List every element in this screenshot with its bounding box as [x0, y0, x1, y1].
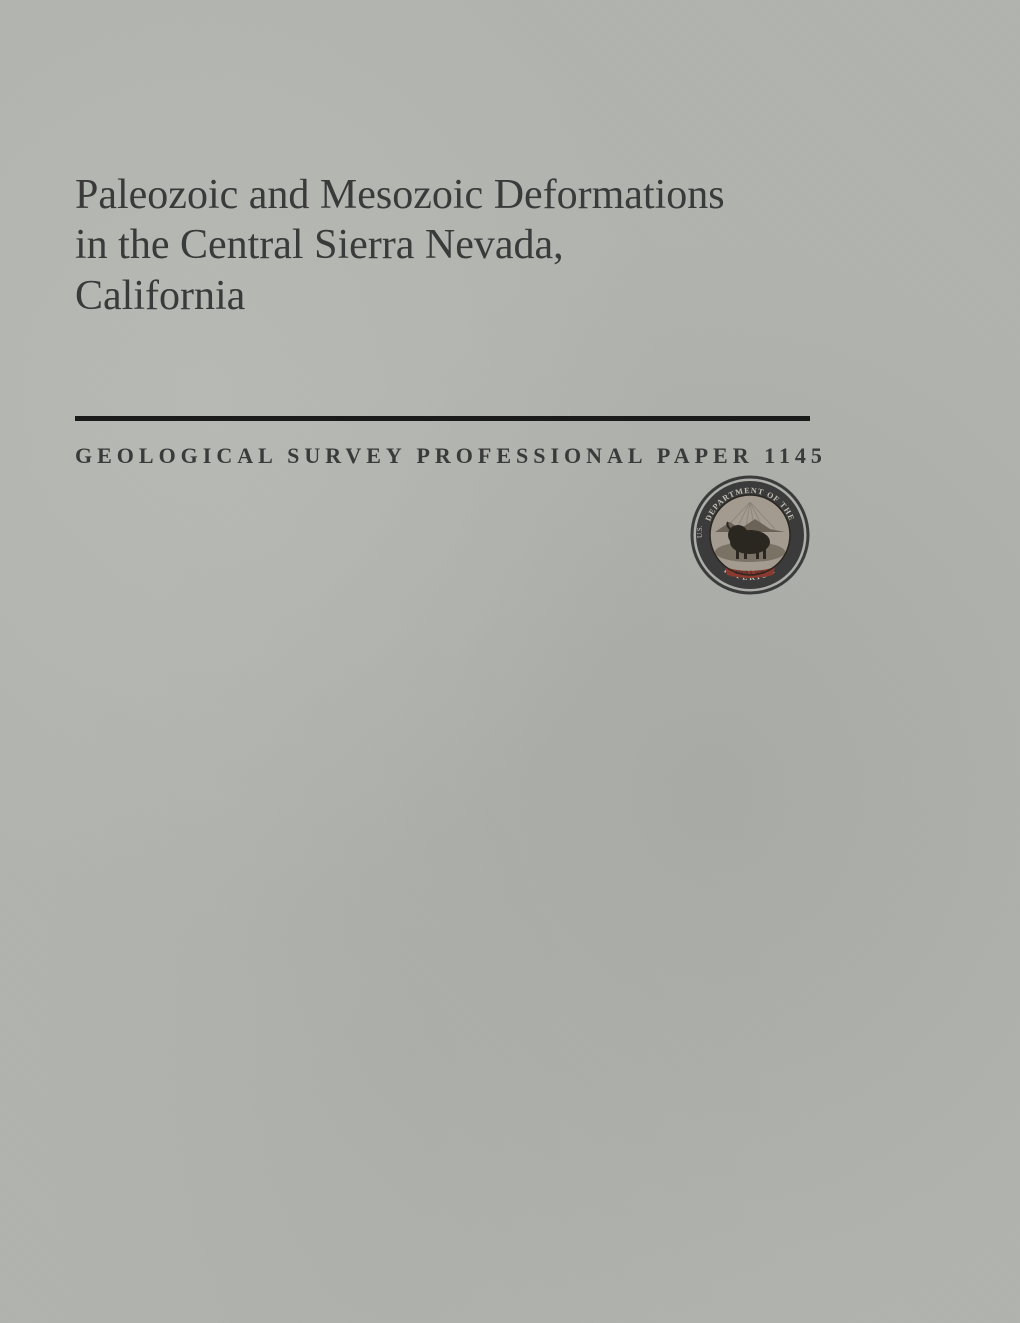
svg-text:U.S.: U.S. — [696, 525, 704, 538]
title-line-3: California — [75, 273, 245, 319]
divider-line — [75, 416, 810, 421]
department-seal: DEPARTMENT OF THE INTERIOR U.S. — [690, 475, 810, 595]
title-line-2: in the Central Sierra Nevada, — [75, 222, 564, 268]
document-subtitle: GEOLOGICAL SURVEY PROFESSIONAL PAPER 114… — [75, 443, 945, 469]
seal-icon: DEPARTMENT OF THE INTERIOR U.S. — [690, 475, 810, 595]
page-content: Paleozoic and Mesozoic Deformations in t… — [0, 0, 1020, 469]
document-title: Paleozoic and Mesozoic Deformations in t… — [75, 170, 945, 321]
title-line-1: Paleozoic and Mesozoic Deformations — [75, 172, 725, 218]
